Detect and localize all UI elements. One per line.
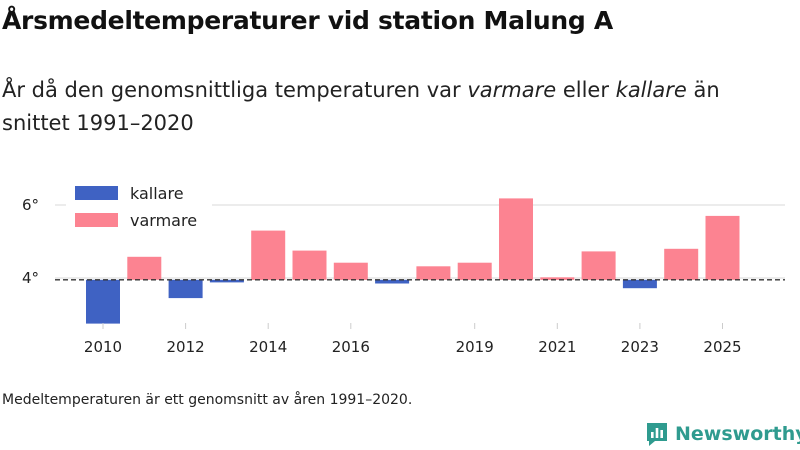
x-tick-label-2014: 2014: [249, 338, 287, 356]
bar-2011: [127, 256, 162, 280]
bar-2023: [622, 279, 657, 289]
bar-2018: [416, 266, 451, 280]
y-tick-label-4: 4°: [22, 269, 39, 287]
bar-2017: [375, 279, 410, 284]
bar-2016: [333, 262, 368, 280]
legend-swatch-varmare: [75, 213, 118, 227]
bar-2014: [251, 230, 286, 280]
x-tick-label-2021: 2021: [538, 338, 576, 356]
chart-subtitle: År då den genomsnittliga temperaturen va…: [2, 74, 782, 140]
x-tick-label-2019: 2019: [456, 338, 494, 356]
bar-2022: [581, 251, 616, 280]
x-tick-label-2010: 2010: [84, 338, 122, 356]
subtitle-text-2: eller: [556, 78, 616, 102]
bar-2025: [705, 215, 740, 280]
legend-swatch-kallare: [75, 186, 118, 200]
y-tick-label-6: 6°: [22, 196, 39, 214]
x-tick-label-2016: 2016: [332, 338, 370, 356]
bar-2021: [540, 277, 575, 280]
legend-label-varmare: varmare: [130, 211, 197, 230]
chart-title: Årsmedeltemperaturer vid station Malung …: [2, 6, 613, 35]
subtitle-cold-word: kallare: [615, 78, 687, 102]
brand-logo: Newsworthy: [645, 420, 800, 448]
legend-label-kallare: kallare: [130, 184, 184, 203]
bar-2020: [499, 198, 533, 280]
bar-2024: [664, 248, 699, 280]
newsworthy-logo-icon: [647, 423, 667, 446]
bar-2013: [209, 279, 244, 283]
bar-2019: [457, 262, 492, 280]
bar-2010: [86, 279, 120, 324]
x-tick-label-2012: 2012: [167, 338, 205, 356]
x-tick-label-2025: 2025: [703, 338, 741, 356]
bar-2012: [168, 279, 203, 299]
subtitle-text-3: än snittet 1991–2020: [2, 78, 720, 135]
subtitle-text-1: År då den genomsnittliga temperaturen va…: [2, 78, 468, 102]
subtitle-warm-word: varmare: [467, 78, 557, 102]
brand-name: Newsworthy: [675, 423, 800, 445]
footnote: Medeltemperaturen är ett genomsnitt av å…: [2, 392, 413, 408]
x-tick-label-2023: 2023: [621, 338, 659, 356]
bar-2015: [292, 250, 327, 280]
